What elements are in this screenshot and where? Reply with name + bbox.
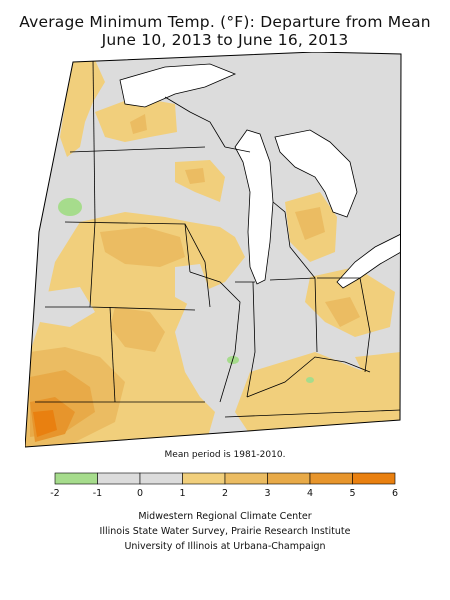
legend-ticks: -2 -1 0 1 2 3 4 5 6 bbox=[50, 488, 398, 499]
boundary-mn-dakotas bbox=[92, 59, 96, 223]
credit-line-isws: Illinois State Water Survey, Prairie Res… bbox=[99, 526, 351, 537]
lake-superior bbox=[119, 63, 237, 108]
lake-huron bbox=[274, 129, 358, 218]
legend-bins bbox=[54, 472, 396, 485]
mean-period-note: Mean period is 1981-2010. bbox=[164, 450, 286, 460]
map-frame bbox=[25, 52, 402, 448]
warm-spot-ohio bbox=[325, 297, 360, 327]
boundary-mn-wi-north bbox=[164, 96, 226, 148]
boundary-nd-sd bbox=[69, 146, 206, 153]
boundary-il-in bbox=[246, 281, 256, 398]
boundary-mn-wi-ia bbox=[184, 223, 211, 308]
warm-area-missouri-north bbox=[110, 307, 165, 352]
state-boundaries bbox=[35, 59, 401, 420]
legend-bin bbox=[97, 472, 141, 485]
warm-spot-north bbox=[130, 114, 147, 134]
lake-erie bbox=[336, 233, 401, 289]
credit-line-mrcc: Midwestern Regional Climate Center bbox=[138, 511, 312, 522]
legend-tick-label: 5 bbox=[349, 488, 355, 499]
warm-area-northwest bbox=[60, 60, 105, 157]
warm-area-kentucky bbox=[235, 352, 401, 442]
boundary-ohio-river bbox=[246, 356, 371, 398]
legend-tick-label: 6 bbox=[392, 488, 398, 499]
warm-area-iowa bbox=[100, 227, 185, 267]
cool-spot-indiana bbox=[306, 377, 314, 383]
lake-michigan bbox=[234, 129, 274, 285]
legend-bin bbox=[352, 472, 396, 485]
shaded-field bbox=[25, 52, 401, 447]
boundary-ks-mo bbox=[109, 306, 116, 403]
neutral-gap-illinois-west bbox=[175, 264, 210, 307]
legend-bin bbox=[309, 472, 353, 485]
legend-tick-label: 2 bbox=[222, 488, 228, 499]
color-legend: -2 -1 0 1 2 3 4 5 6 bbox=[50, 472, 398, 499]
boundary-upper-peninsula bbox=[224, 146, 251, 153]
legend-bin bbox=[182, 472, 226, 485]
warm-spot-minnesota bbox=[185, 168, 205, 184]
legend-bin bbox=[54, 472, 98, 485]
legend-bin bbox=[139, 472, 183, 485]
map-title: Average Minimum Temp. (°F): Departure fr… bbox=[19, 13, 431, 31]
warm-spot-michigan bbox=[295, 207, 325, 240]
legend-tick-label: 4 bbox=[307, 488, 313, 499]
boundary-mississippi bbox=[189, 271, 241, 403]
temperature-departure-map bbox=[25, 52, 402, 448]
cool-spot-northwest bbox=[58, 198, 82, 216]
legend-bin bbox=[267, 472, 311, 485]
legend-bin bbox=[224, 472, 268, 485]
legend-tick-label: 3 bbox=[264, 488, 270, 499]
warm-area-east bbox=[355, 352, 401, 397]
boundary-mi-in bbox=[272, 201, 316, 279]
legend-tick-label: -2 bbox=[50, 488, 59, 499]
warmest-area bbox=[33, 410, 57, 437]
legend-tick-label: -1 bbox=[93, 488, 102, 499]
map-date-range: June 10, 2013 to June 16, 2013 bbox=[101, 31, 349, 49]
legend-tick-label: 0 bbox=[137, 488, 143, 499]
legend-tick-label: 1 bbox=[179, 488, 185, 499]
boundary-oh-pa bbox=[317, 277, 371, 373]
cool-spot-southeast bbox=[382, 434, 398, 442]
boundary-ky-tn bbox=[224, 409, 401, 418]
credit-line-uiuc: University of Illinois at Urbana-Champai… bbox=[124, 541, 326, 552]
